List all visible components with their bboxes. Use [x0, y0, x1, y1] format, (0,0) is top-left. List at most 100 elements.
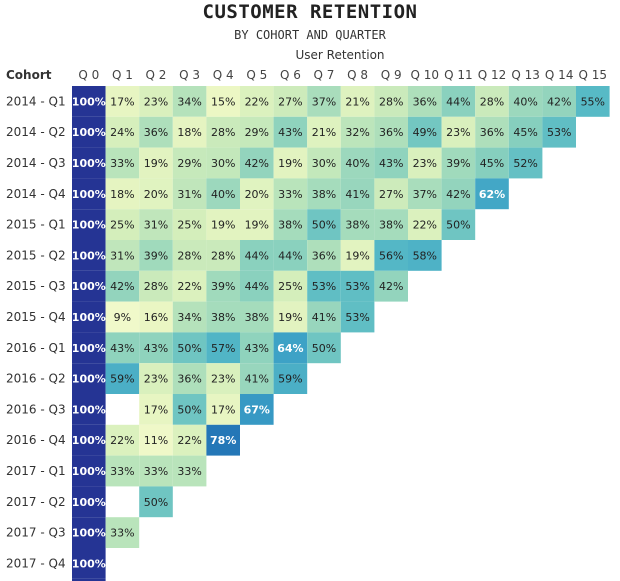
- heatmap-cell: [105, 178, 140, 210]
- cell-value-label: 42%: [547, 95, 571, 108]
- cell-value-label: 37%: [413, 188, 437, 201]
- heatmap-cell: [172, 209, 207, 240]
- cell-value-label: 45%: [480, 157, 504, 170]
- cell-value-label: 36%: [379, 126, 403, 139]
- cell-value-label: 36%: [413, 95, 437, 108]
- cell-value-label: 17%: [144, 403, 168, 416]
- heatmap-cell: [172, 394, 207, 425]
- heatmap-cell: [206, 209, 240, 240]
- cell-value-label: 30%: [312, 157, 336, 170]
- cell-value-label: 33%: [177, 465, 201, 478]
- chart-title: CUSTOMER RETENTION: [202, 1, 418, 23]
- heatmap-cell: [72, 86, 106, 117]
- heatmap-cell: [340, 178, 375, 210]
- heatmap-cell: [273, 301, 308, 333]
- heatmap-cell: [441, 209, 476, 240]
- heatmap-cell: [105, 332, 140, 364]
- row-label: 2017 - Q1: [6, 464, 66, 478]
- cell-value-label: 19%: [245, 219, 269, 232]
- cell-value-label: 53%: [547, 126, 571, 139]
- heatmap-cell: [105, 270, 140, 302]
- heatmap-cell: [307, 178, 341, 210]
- heatmap-cell: [441, 116, 476, 148]
- heatmap-cell: [172, 270, 207, 302]
- row-label: 2016 - Q2: [6, 372, 66, 386]
- heatmap-cell: [172, 86, 207, 117]
- cell-value-label: 36%: [144, 126, 168, 139]
- heatmap-cell: [240, 209, 274, 240]
- cell-value-label: 20%: [245, 188, 269, 201]
- heatmap-cell: [240, 332, 274, 364]
- heatmap-cell: [72, 394, 106, 425]
- cell-value-label: 29%: [245, 126, 269, 139]
- heatmap-cell: [408, 209, 442, 240]
- cell-value-label: 27%: [278, 95, 302, 108]
- chart-subtitle: BY COHORT AND QUARTER: [234, 28, 386, 42]
- heatmap-cell: [72, 178, 106, 210]
- heatmap-cell: [273, 332, 308, 364]
- heatmap-cell: [240, 147, 274, 179]
- heatmap-cell: [307, 86, 341, 117]
- cell-value-label: 27%: [379, 188, 403, 201]
- column-header: Q 15: [579, 68, 608, 82]
- cell-value-label: 43%: [379, 157, 403, 170]
- column-header: Q 3: [179, 68, 200, 82]
- heatmap-cell: [307, 240, 341, 271]
- cell-value-label: 43%: [144, 342, 168, 355]
- heatmap-cell: [105, 240, 140, 271]
- heatmap-cell: [105, 455, 140, 487]
- heatmap-cell: [72, 455, 106, 487]
- cell-value-label: 62%: [479, 188, 505, 201]
- cell-value-label: 100%: [72, 157, 106, 170]
- cell-value-label: 53%: [345, 280, 369, 293]
- cell-value-label: 100%: [72, 342, 106, 355]
- row-label: 2014 - Q3: [6, 156, 66, 170]
- row-label: 2014 - Q2: [6, 125, 66, 139]
- cell-value-label: 38%: [379, 219, 403, 232]
- heatmap-cell: [72, 209, 106, 240]
- cell-value-label: 19%: [278, 311, 302, 324]
- column-header: Q 1: [112, 68, 133, 82]
- cell-value-label: 50%: [446, 219, 470, 232]
- cell-value-label: 28%: [211, 126, 235, 139]
- cell-value-label: 100%: [72, 527, 106, 540]
- heatmap-cell: [139, 116, 173, 148]
- cell-value-label: 41%: [312, 311, 336, 324]
- cell-value-label: 53%: [312, 280, 336, 293]
- heatmap-cell: [273, 209, 308, 240]
- cell-value-label: 20%: [144, 188, 168, 201]
- cell-value-label: 44%: [446, 95, 470, 108]
- cell-value-label: 100%: [72, 126, 106, 139]
- heatmap-cell: [307, 270, 341, 302]
- heatmap-cell: [441, 86, 476, 117]
- cell-value-label: 41%: [245, 373, 269, 386]
- heatmap-cell: [206, 86, 240, 117]
- heatmap-cell: [105, 301, 140, 333]
- cell-value-label: 39%: [144, 249, 168, 262]
- heatmap-cell: [72, 486, 106, 518]
- cell-value-label: 100%: [72, 496, 106, 509]
- cell-value-label: 23%: [446, 126, 470, 139]
- heatmap-cell: [240, 394, 274, 425]
- heatmap-cell: [172, 363, 207, 394]
- heatmap-cell: [408, 178, 442, 210]
- heatmap-cell: [273, 270, 308, 302]
- cell-value-label: 25%: [177, 219, 201, 232]
- cell-value-label: 38%: [245, 311, 269, 324]
- column-header: Q 0: [78, 68, 99, 82]
- heatmap-cell: [139, 240, 173, 271]
- cell-value-label: 33%: [110, 465, 134, 478]
- row-label: 2015 - Q2: [6, 248, 66, 262]
- cell-value-label: 22%: [110, 434, 134, 447]
- heatmap-cell: [105, 116, 140, 148]
- column-header: Q 14: [545, 68, 574, 82]
- heatmap-cell: [105, 424, 140, 456]
- heatmap-cell: [105, 209, 140, 240]
- cell-value-label: 28%: [379, 95, 403, 108]
- column-header: Q 5: [246, 68, 267, 82]
- cell-value-label: 28%: [144, 280, 168, 293]
- cell-value-label: 52%: [513, 157, 537, 170]
- heatmap-cell: [374, 86, 408, 117]
- cell-value-label: 42%: [379, 280, 403, 293]
- row-label: 2016 - Q1: [6, 341, 66, 355]
